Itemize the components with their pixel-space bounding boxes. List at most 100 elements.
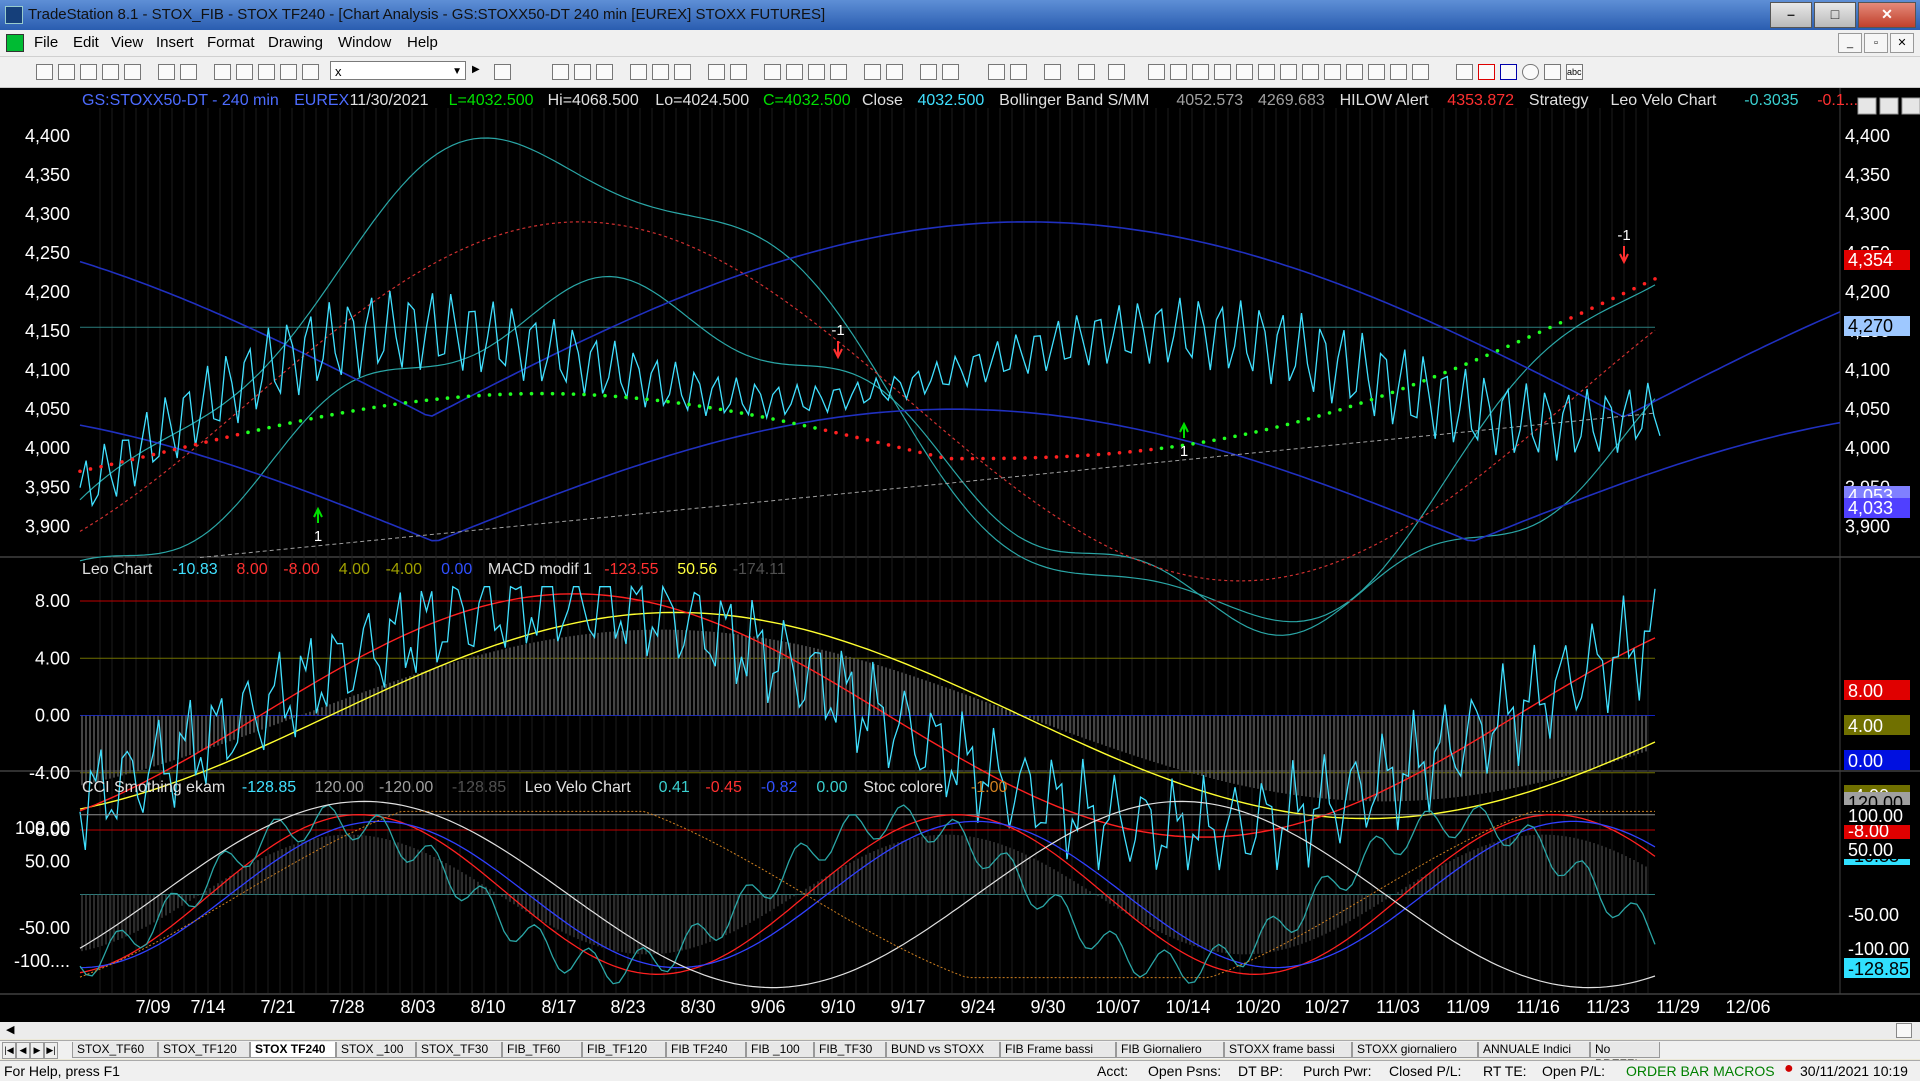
select-icon[interactable] [1010,64,1027,80]
globe-icon[interactable] [302,64,319,80]
chart-bar-icon[interactable] [552,64,569,80]
strategy-icon[interactable] [786,64,803,80]
lock-icon[interactable] [258,64,275,80]
workspace-tab[interactable]: FIB Frame bassi [1000,1042,1116,1058]
format-window-icon[interactable] [708,64,725,80]
curve-icon[interactable] [1456,64,1473,80]
spiral-icon[interactable] [1390,64,1407,80]
print-preview-icon[interactable] [180,64,197,80]
speed-line-icon[interactable] [1258,64,1275,80]
line-chart-icon[interactable] [652,64,669,80]
scroll-right-icon[interactable] [886,64,903,80]
arrow-up-icon[interactable] [1500,64,1517,80]
panel-close-button[interactable] [1901,97,1920,115]
minimize-button[interactable]: – [1770,2,1812,28]
format-symbol-icon[interactable] [730,64,747,80]
child-close-button[interactable]: ✕ [1890,33,1914,53]
workspace-tab[interactable]: FIB _100 [746,1042,814,1058]
symbol-lookup-icon[interactable] [494,64,511,80]
workspace-tab[interactable]: FIB TF240 [666,1042,746,1058]
pointer-icon[interactable] [988,64,1005,80]
menu-window[interactable]: Window [338,34,392,51]
bar-style-icon[interactable] [830,64,847,80]
panel-minimize-button[interactable] [1857,97,1877,115]
tab-next-icon[interactable]: ▶ [30,1042,44,1059]
tab-prev-icon[interactable]: ◀ [16,1042,30,1059]
workspace-tab[interactable]: STOXX frame bassi [1224,1042,1352,1058]
workspace-tab[interactable]: FIB_TF120 [582,1042,666,1058]
chevron-down-icon[interactable]: ▼ [452,66,462,77]
candle-icon[interactable] [630,64,647,80]
horizontal-line-icon[interactable] [1192,64,1209,80]
scroll-left-arrow-icon[interactable]: ◀ [6,1024,15,1036]
fib-icon[interactable] [1170,64,1187,80]
workspace-tab[interactable]: FIB_TF30 [814,1042,886,1058]
workspace-tab[interactable]: STOX_TF30 [416,1042,502,1058]
chart-area[interactable]: GS:STOXX50-DT - 240 min EUREX 11/30/2021 L=… [0,88,1920,1031]
indicator-icon[interactable] [764,64,781,80]
quote-grid-icon[interactable] [596,64,613,80]
workspace-tab[interactable]: FIB_TF60 [502,1042,582,1058]
menu-edit[interactable]: Edit [73,34,99,51]
trendline-icon[interactable] [1148,64,1165,80]
tab-first-icon[interactable]: |◀ [2,1042,16,1059]
text-icon[interactable]: abc [1566,64,1583,80]
settings-icon[interactable] [1108,64,1125,80]
link-icon[interactable] [280,64,297,80]
child-minimize-button[interactable]: _ [1838,33,1862,53]
panel-restore-button[interactable] [1879,97,1899,115]
workspace-tab[interactable]: STOXX giornaliero [1352,1042,1478,1058]
print-icon[interactable] [158,64,175,80]
zoom-out-icon[interactable] [942,64,959,80]
radar-icon[interactable] [574,64,591,80]
chart-svg[interactable]: GS:STOXX50-DT - 240 min EUREX 11/30/2021 L=… [0,88,1920,1031]
vertical-line-icon[interactable] [1214,64,1231,80]
open-workspace-icon[interactable] [80,64,97,80]
scroll-thumb[interactable] [1896,1023,1912,1038]
workspace-tab[interactable]: STOX_TF120 [158,1042,250,1058]
data-window-icon[interactable] [1078,64,1095,80]
gann-icon[interactable] [1302,64,1319,80]
open-folder-icon[interactable] [58,64,75,80]
menu-insert[interactable]: Insert [156,34,194,51]
horizontal-scrollbar[interactable]: ◀ [0,1022,1920,1039]
menu-file[interactable]: File [34,34,59,51]
menu-drawing[interactable]: Drawing [268,34,324,51]
workspace-tab[interactable]: ANNUALE Indici [1478,1042,1590,1058]
refresh-icon[interactable] [674,64,691,80]
arrow-down-icon[interactable] [1478,64,1495,80]
close-button[interactable]: ✕ [1858,2,1916,28]
arc-icon[interactable] [1368,64,1385,80]
ellipse-icon[interactable] [1522,64,1539,80]
workspace-tab[interactable]: STOX _100 [336,1042,416,1058]
window-cascade-icon[interactable] [236,64,253,80]
parallel-icon[interactable] [1346,64,1363,80]
new-workspace-icon[interactable] [102,64,119,80]
arrow-line-icon[interactable] [1324,64,1341,80]
workspace-tab[interactable]: STOX TF240 [250,1042,336,1058]
rectangle-icon[interactable] [1544,64,1561,80]
save-icon[interactable] [124,64,141,80]
menu-format[interactable]: Format [207,34,255,51]
maximize-button[interactable]: □ [1814,2,1856,28]
status-macros[interactable]: ORDER BAR MACROS [1626,1063,1775,1079]
chart-window-icon[interactable] [6,34,24,52]
tools-icon[interactable] [1044,64,1061,80]
symbol-input[interactable]: x ▼ [330,61,466,80]
regression-icon[interactable] [1280,64,1297,80]
menu-view[interactable]: View [111,34,144,51]
new-file-icon[interactable] [36,64,53,80]
play-icon[interactable]: ▶ [472,64,480,75]
channel-icon[interactable] [1236,64,1253,80]
zoom-in-icon[interactable] [920,64,937,80]
pencil-icon[interactable] [1412,64,1429,80]
workspace-tab[interactable]: FIB Giornaliero [1116,1042,1224,1058]
tab-last-icon[interactable]: ▶| [44,1042,58,1059]
workspace-tab[interactable]: BUND vs STOXX [886,1042,1000,1058]
paintbar-icon[interactable] [808,64,825,80]
menu-help[interactable]: Help [407,34,438,51]
workspace-tab[interactable]: STOX_TF60 [72,1042,158,1058]
scroll-left-icon[interactable] [864,64,881,80]
window-tile-icon[interactable] [214,64,231,80]
child-restore-button[interactable]: ▫ [1864,33,1888,53]
